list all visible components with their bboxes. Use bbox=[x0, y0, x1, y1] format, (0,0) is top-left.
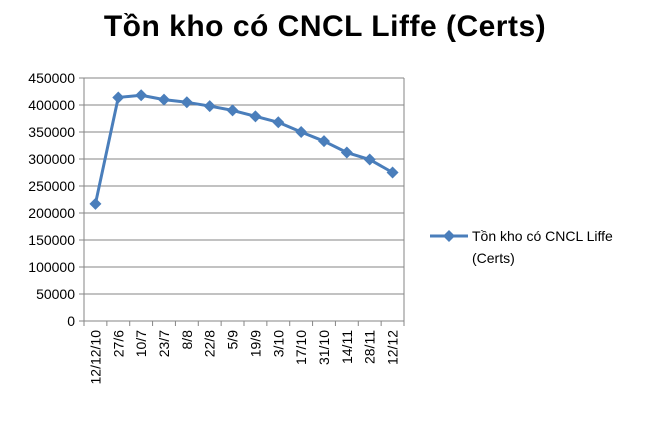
gridlines bbox=[84, 77, 405, 321]
x-tick-label: 17/10 bbox=[293, 330, 309, 365]
x-tick-label: 12/12/10 bbox=[87, 330, 103, 385]
data-point-marker bbox=[295, 126, 308, 138]
x-tick-label: 19/9 bbox=[247, 330, 263, 357]
data-point-marker bbox=[158, 93, 170, 106]
legend-series-label: Tồn kho có CNCL Liffe (Certs) bbox=[472, 228, 613, 266]
x-tick-label: 14/11 bbox=[339, 330, 355, 364]
data-point-marker bbox=[203, 100, 216, 113]
data-point-marker bbox=[249, 110, 262, 123]
data-point-marker bbox=[340, 146, 353, 159]
y-tick-label: 0 bbox=[67, 313, 75, 329]
x-tick-label: 22/8 bbox=[202, 330, 218, 357]
y-tick-label: 450000 bbox=[28, 70, 75, 86]
y-tick-label: 50000 bbox=[36, 286, 75, 302]
data-point-marker bbox=[89, 197, 102, 210]
y-tick-label: 400000 bbox=[28, 97, 75, 113]
y-tick-label: 200000 bbox=[28, 205, 75, 221]
x-tick-label: 12/12 bbox=[385, 330, 401, 365]
x-tick-label: 8/8 bbox=[179, 330, 195, 350]
data-point-marker bbox=[226, 104, 239, 117]
x-tick-label: 27/6 bbox=[110, 330, 126, 357]
series-line bbox=[89, 89, 399, 210]
x-tick-label: 3/10 bbox=[270, 330, 286, 357]
x-tick-labels: 12/12/10 27/6 10/7 23/7 8/8 22/8 5/9 19/9 3/10 17… bbox=[87, 330, 400, 385]
data-point-marker bbox=[386, 166, 399, 179]
y-tick-label: 350000 bbox=[28, 124, 75, 140]
x-tick-label: 5/9 bbox=[225, 330, 241, 350]
axes bbox=[79, 77, 405, 326]
x-tick-label: 23/7 bbox=[156, 330, 172, 357]
data-point-marker bbox=[272, 116, 285, 129]
legend-series-symbol bbox=[430, 230, 468, 242]
data-point-marker bbox=[112, 91, 125, 104]
y-tick-labels: 0 50000 100000 150000 200000 250000 300000 3500… bbox=[28, 70, 75, 329]
x-tick-label: 28/11 bbox=[362, 330, 378, 364]
x-tick-label: 10/7 bbox=[133, 330, 149, 357]
y-tick-label: 150000 bbox=[28, 232, 75, 248]
y-tick-label: 100000 bbox=[28, 259, 75, 275]
data-point-marker bbox=[318, 135, 330, 148]
data-point-marker bbox=[180, 96, 193, 109]
y-tick-label: 300000 bbox=[28, 151, 75, 167]
chart-title: Tồn kho có CNCL Liffe (Certs) bbox=[103, 10, 547, 43]
data-point-marker bbox=[363, 153, 376, 166]
data-point-marker bbox=[135, 89, 148, 102]
y-tick-label: 250000 bbox=[28, 178, 75, 194]
x-tick-label: 31/10 bbox=[316, 330, 332, 365]
